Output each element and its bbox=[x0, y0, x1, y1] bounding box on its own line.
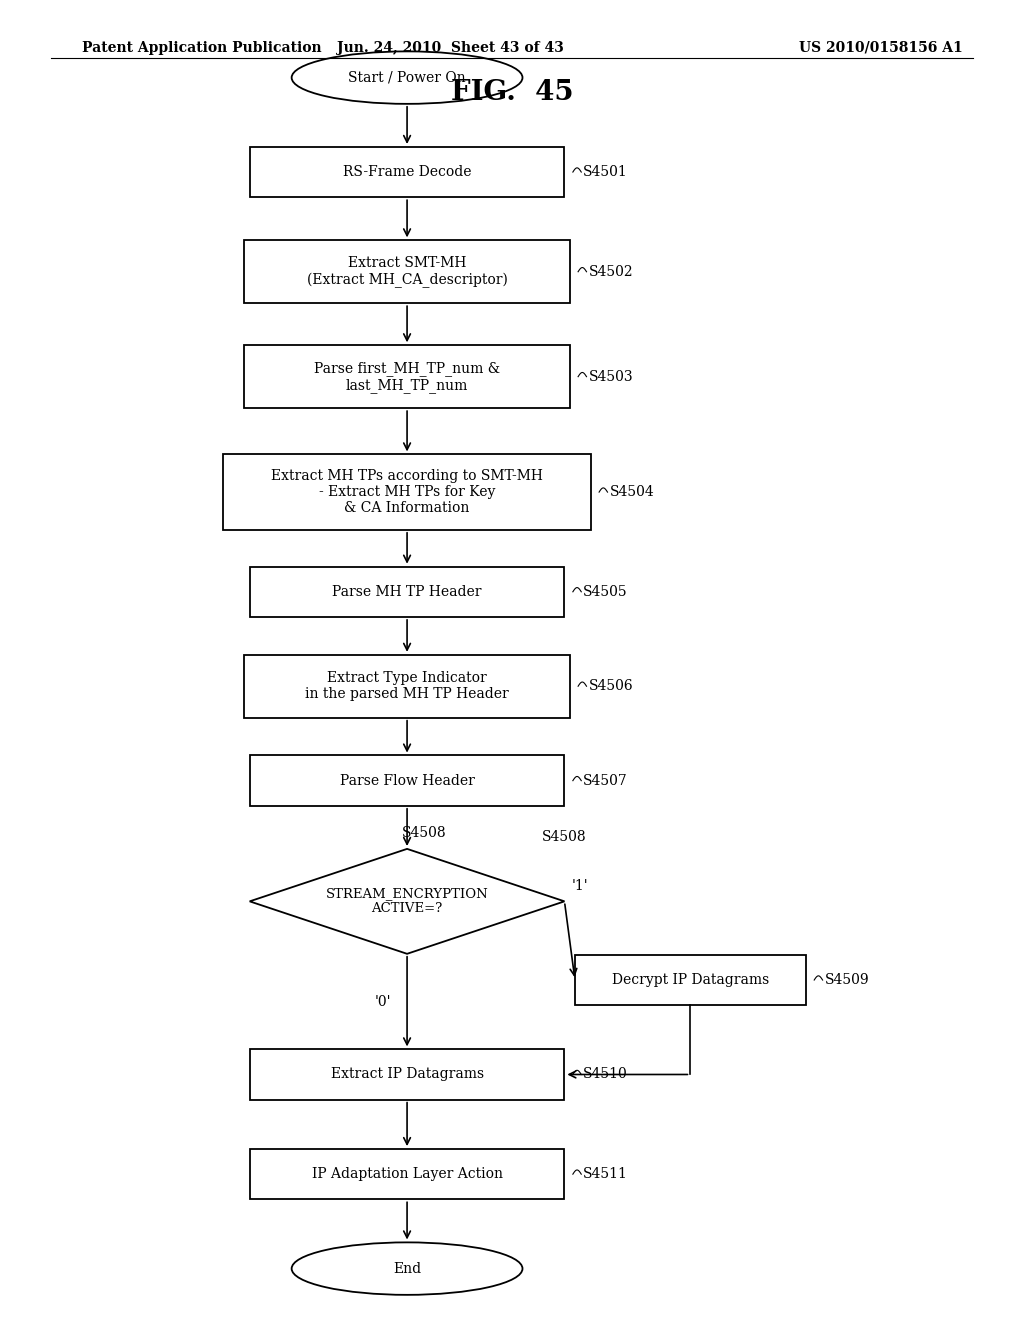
Text: Extract IP Datagrams: Extract IP Datagrams bbox=[331, 1068, 483, 1081]
Text: S4507: S4507 bbox=[584, 774, 628, 788]
Text: S4511: S4511 bbox=[584, 1167, 629, 1181]
Text: '0': '0' bbox=[375, 994, 391, 1008]
Text: S4508: S4508 bbox=[542, 830, 586, 843]
Text: S4505: S4505 bbox=[584, 585, 628, 599]
Text: Patent Application Publication: Patent Application Publication bbox=[82, 41, 322, 54]
Text: '1': '1' bbox=[571, 879, 589, 892]
Text: FIG.  45: FIG. 45 bbox=[451, 79, 573, 106]
Text: S4508: S4508 bbox=[401, 826, 446, 841]
Text: Extract Type Indicator
in the parsed MH TP Header: Extract Type Indicator in the parsed MH … bbox=[305, 671, 509, 701]
Text: S4510: S4510 bbox=[584, 1068, 628, 1081]
Text: S4503: S4503 bbox=[589, 370, 633, 384]
Text: S4504: S4504 bbox=[609, 486, 654, 499]
Text: S4509: S4509 bbox=[824, 973, 869, 987]
Text: Decrypt IP Datagrams: Decrypt IP Datagrams bbox=[611, 973, 769, 987]
Text: End: End bbox=[393, 1262, 421, 1275]
Text: Parse Flow Header: Parse Flow Header bbox=[340, 774, 474, 788]
Text: S4501: S4501 bbox=[584, 165, 628, 180]
Text: STREAM_ENCRYPTION
ACTIVE=?: STREAM_ENCRYPTION ACTIVE=? bbox=[326, 887, 488, 915]
Text: Extract SMT-MH
(Extract MH_CA_descriptor): Extract SMT-MH (Extract MH_CA_descriptor… bbox=[306, 256, 508, 288]
Text: IP Adaptation Layer Action: IP Adaptation Layer Action bbox=[311, 1167, 503, 1181]
Text: US 2010/0158156 A1: US 2010/0158156 A1 bbox=[799, 41, 963, 54]
Text: Jun. 24, 2010  Sheet 43 of 43: Jun. 24, 2010 Sheet 43 of 43 bbox=[337, 41, 564, 54]
Text: S4502: S4502 bbox=[589, 265, 633, 279]
Text: RS-Frame Decode: RS-Frame Decode bbox=[343, 165, 471, 180]
Text: S4506: S4506 bbox=[589, 680, 633, 693]
Text: Parse first_MH_TP_num &
last_MH_TP_num: Parse first_MH_TP_num & last_MH_TP_num bbox=[314, 360, 500, 392]
Text: Extract MH TPs according to SMT-MH
- Extract MH TPs for Key
& CA Information: Extract MH TPs according to SMT-MH - Ext… bbox=[271, 469, 543, 515]
Text: Start / Power On: Start / Power On bbox=[348, 70, 466, 84]
Text: Parse MH TP Header: Parse MH TP Header bbox=[333, 585, 482, 599]
